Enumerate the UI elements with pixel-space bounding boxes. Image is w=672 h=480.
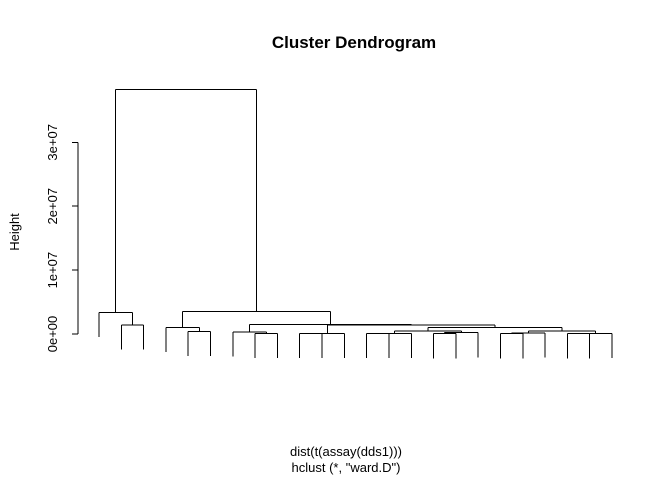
chart-title: Cluster Dendrogram [272, 33, 436, 52]
dendrogram-tree [98, 88, 613, 359]
x-axis-caption-line1: dist(t(assay(dds1))) [290, 444, 402, 459]
x-axis-caption-line2: hclust (*, "ward.D") [292, 460, 401, 475]
y-axis: 0e+00 1e+07 2e+07 3e+07 [45, 124, 79, 353]
y-tick-label: 3e+07 [45, 124, 60, 161]
y-tick-label: 2e+07 [45, 188, 60, 225]
y-axis-label: Height [7, 213, 22, 251]
y-tick-label: 0e+00 [45, 316, 60, 353]
y-tick-label: 1e+07 [45, 252, 60, 289]
